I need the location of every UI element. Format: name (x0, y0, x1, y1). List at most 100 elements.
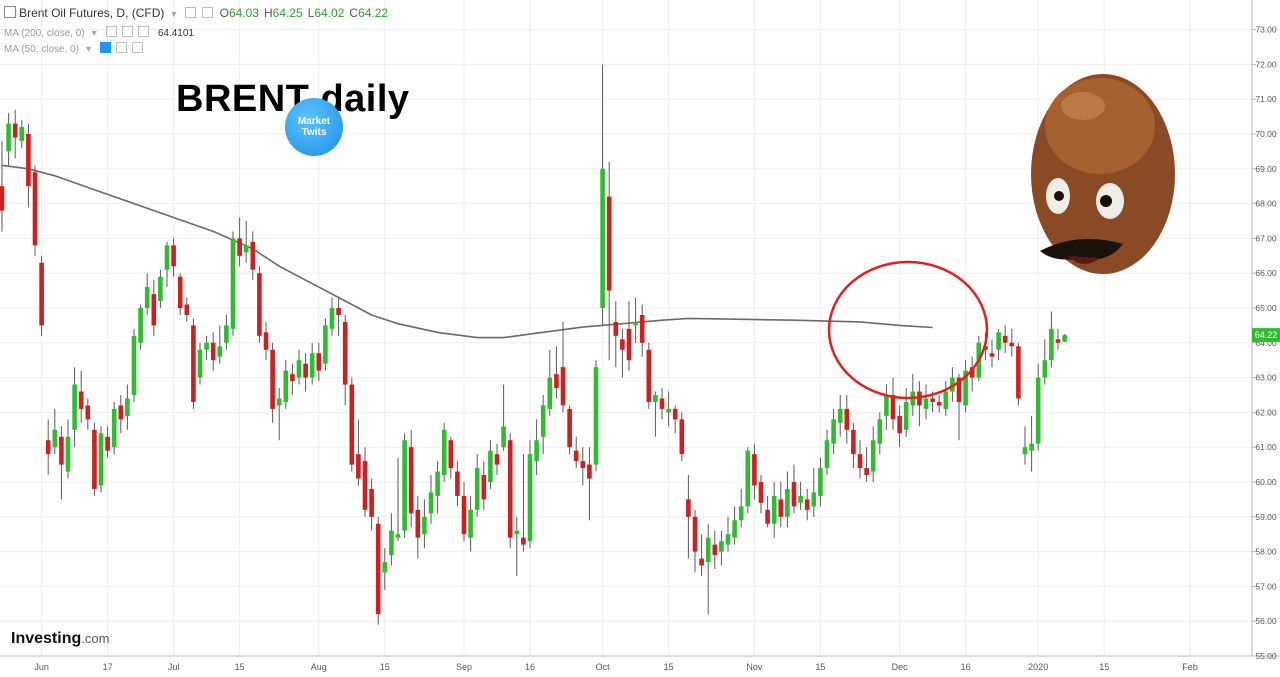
candle-down (699, 558, 704, 566)
candle-down (45, 440, 51, 455)
candle-down (481, 475, 487, 500)
candle-up (158, 276, 163, 302)
logo-text: Market Twits (297, 116, 331, 138)
candle-up (204, 342, 209, 350)
candle-down (573, 450, 579, 462)
candle-down (507, 440, 513, 538)
candle-down (1009, 342, 1015, 347)
candle-down (316, 353, 322, 371)
reaction-face-image (1031, 74, 1175, 274)
hide-icon[interactable] (201, 7, 213, 18)
candle-up (996, 332, 1001, 350)
candle-up (705, 537, 711, 563)
close-icon[interactable] (137, 26, 149, 37)
chevron-down-icon[interactable]: ▼ (169, 9, 179, 19)
candle-up (323, 325, 328, 364)
candle-up (428, 492, 434, 514)
candle-up (468, 509, 473, 538)
candle-up (441, 429, 447, 476)
candle-down (375, 523, 381, 615)
candle-down (930, 398, 935, 402)
x-tick-label: Nov (746, 662, 763, 672)
legend-row-ma200: MA (200, close, 0) ▼ 64.4101 (4, 26, 194, 39)
candle-down (857, 454, 863, 469)
candle-down (844, 408, 850, 430)
x-tick-label: 15 (664, 662, 674, 672)
settings-icon[interactable] (116, 42, 128, 53)
candle-up (296, 360, 302, 378)
candle-up (534, 440, 539, 462)
candle-up (435, 471, 440, 496)
candle-down (969, 367, 975, 378)
candle-down (78, 391, 84, 409)
eye-icon[interactable] (100, 42, 112, 53)
y-tick-label: 71.00 (1255, 94, 1277, 104)
candle-up (65, 436, 71, 472)
y-tick-label: 56.00 (1255, 616, 1277, 626)
candle-up (1022, 447, 1028, 455)
candle-up (600, 168, 605, 308)
y-tick-label: 65.00 (1255, 303, 1277, 313)
candle-up (382, 562, 388, 573)
y-tick-label: 55.00 (1255, 651, 1277, 661)
candle-down (778, 499, 784, 517)
candle-up (798, 495, 803, 503)
candle-down (580, 461, 586, 469)
candle-up (1042, 360, 1048, 378)
candle-up (593, 367, 599, 465)
candle-up (540, 405, 546, 437)
candle-down (171, 245, 176, 267)
x-tick-label: 16 (961, 662, 971, 672)
candle-up (243, 245, 249, 253)
candle-down (587, 464, 592, 479)
candle-up (6, 123, 11, 152)
x-tick-label: Jun (34, 662, 49, 672)
candle-down (263, 332, 269, 350)
chevron-down-icon[interactable]: ▼ (84, 44, 94, 54)
candle-up (527, 454, 533, 542)
candle-down (659, 398, 665, 409)
y-tick-label: 62.00 (1255, 407, 1277, 417)
y-tick-label: 70.00 (1255, 129, 1277, 139)
candle-down (92, 429, 97, 489)
y-tick-label: 68.00 (1255, 199, 1277, 209)
candle-down (151, 294, 157, 326)
candle-down (349, 384, 355, 465)
candle-down (956, 377, 962, 402)
y-tick-label: 61.00 (1255, 442, 1277, 452)
candle-up (785, 488, 790, 517)
candle-down (461, 495, 467, 535)
collapse-icon[interactable] (4, 6, 16, 18)
candle-up (197, 349, 203, 378)
x-tick-label: Dec (892, 662, 909, 672)
x-tick-label: Jul (168, 662, 180, 672)
candle-down (554, 374, 559, 389)
ma200-label: MA (200, close, 0) (4, 28, 85, 39)
candle-up (514, 530, 520, 535)
candle-down (851, 429, 856, 455)
candle-down (606, 196, 612, 291)
x-tick-label: Feb (1182, 662, 1198, 672)
candle-up (164, 245, 170, 270)
y-tick-label: 57.00 (1255, 581, 1277, 591)
x-tick-label: 15 (1099, 662, 1109, 672)
candle-up (943, 391, 949, 409)
x-tick-label: 17 (103, 662, 113, 672)
candle-down (356, 454, 361, 479)
candle-down (118, 405, 124, 420)
close-icon[interactable] (132, 42, 144, 53)
symbol-label: Brent Oil Futures, D, (CFD) (19, 6, 165, 20)
chevron-down-icon[interactable]: ▼ (89, 28, 99, 38)
candle-down (32, 172, 38, 246)
candle-up (52, 429, 58, 448)
candle-down (12, 123, 18, 138)
candle-down (369, 488, 374, 517)
candle-down (290, 374, 295, 382)
eye-icon[interactable] (105, 26, 117, 37)
candle-up (653, 395, 658, 402)
candle-up (831, 419, 836, 444)
settings-icon[interactable] (121, 26, 133, 37)
candle-down (85, 405, 91, 420)
settings-icon[interactable] (185, 7, 197, 18)
